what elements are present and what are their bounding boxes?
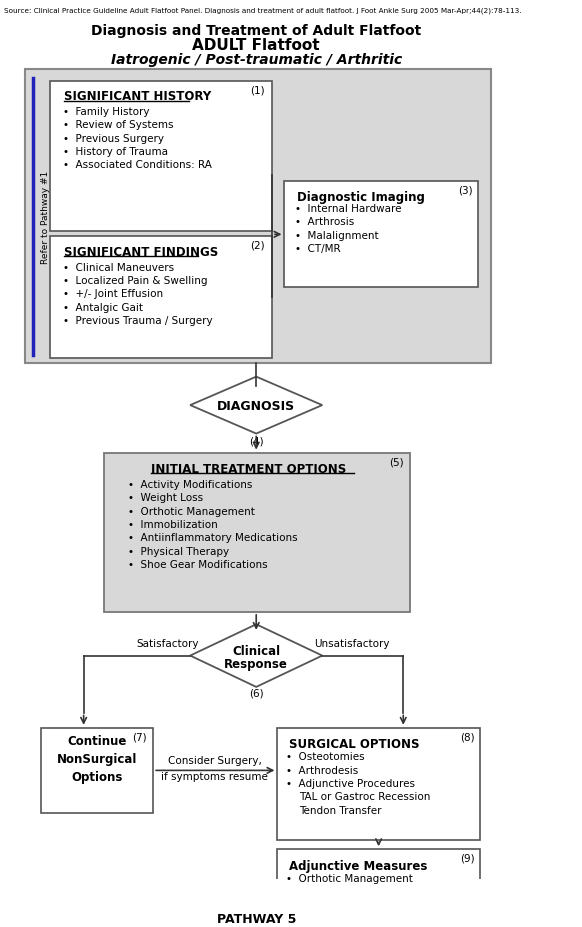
Text: •  Malalignment: • Malalignment <box>295 230 379 240</box>
Text: •  Immobilization: • Immobilization <box>127 519 218 529</box>
Text: •  Review of Systems: • Review of Systems <box>62 121 173 131</box>
Text: •  Antalgic Gait: • Antalgic Gait <box>62 302 143 312</box>
Text: •  +/- Joint Effusion: • +/- Joint Effusion <box>62 289 162 299</box>
Text: Diagnostic Imaging: Diagnostic Imaging <box>297 191 425 204</box>
Text: •  CT/MR: • CT/MR <box>295 244 340 254</box>
Text: •  Internal Hardware: • Internal Hardware <box>295 204 402 214</box>
Text: Continue
NonSurgical
Options: Continue NonSurgical Options <box>56 734 137 782</box>
Text: Response: Response <box>224 657 288 670</box>
Text: •  Orthotic Management: • Orthotic Management <box>127 506 254 516</box>
Text: Consider Surgery,: Consider Surgery, <box>168 755 262 765</box>
Text: •  Associated Conditions: RA: • Associated Conditions: RA <box>62 160 211 171</box>
Text: INITIAL TREATMENT OPTIONS: INITIAL TREATMENT OPTIONS <box>151 463 347 476</box>
Text: SIGNIFICANT HISTORY: SIGNIFICANT HISTORY <box>64 90 211 103</box>
Text: •  Previous Trauma / Surgery: • Previous Trauma / Surgery <box>62 315 212 325</box>
Text: (3): (3) <box>458 185 473 196</box>
Bar <box>278 849 480 903</box>
Text: if symptoms resume: if symptoms resume <box>161 771 268 781</box>
Text: Satisfactory: Satisfactory <box>136 639 198 648</box>
Bar <box>50 82 272 231</box>
Text: •  Antiinflammatory Medications: • Antiinflammatory Medications <box>127 533 297 542</box>
Text: (8): (8) <box>460 731 474 742</box>
Text: ADULT Flatfoot: ADULT Flatfoot <box>193 38 320 53</box>
Bar <box>278 728 480 840</box>
Text: •  Orthotic Management: • Orthotic Management <box>286 873 413 883</box>
Text: •  Clinical Maneuvers: • Clinical Maneuvers <box>62 262 173 273</box>
Text: Tendon Transfer: Tendon Transfer <box>299 805 382 815</box>
Text: •  Arthrodesis: • Arthrodesis <box>286 765 359 775</box>
Text: •  Family History: • Family History <box>62 108 149 117</box>
Bar <box>104 453 410 612</box>
Text: (9): (9) <box>460 853 474 863</box>
Text: •  Localized Pain & Swelling: • Localized Pain & Swelling <box>62 276 207 286</box>
Bar <box>285 182 478 288</box>
Text: TAL or Gastroc Recession: TAL or Gastroc Recession <box>299 792 431 802</box>
Text: •  Arthrosis: • Arthrosis <box>295 217 354 227</box>
Text: •  Adjunctive Procedures: • Adjunctive Procedures <box>286 778 415 788</box>
Text: •  Activity Modifications: • Activity Modifications <box>127 479 252 489</box>
Text: •  History of Trauma: • History of Trauma <box>62 146 168 157</box>
Bar <box>24 70 491 364</box>
Bar <box>41 728 153 813</box>
Text: Diagnosis and Treatment of Adult Flatfoot: Diagnosis and Treatment of Adult Flatfoo… <box>91 24 421 38</box>
Polygon shape <box>190 377 322 434</box>
Text: Unsatisfactory: Unsatisfactory <box>314 639 390 648</box>
Text: SURGICAL OPTIONS: SURGICAL OPTIONS <box>289 737 419 750</box>
Text: Refer to Pathway #1: Refer to Pathway #1 <box>41 171 49 263</box>
Text: Adjunctive Measures: Adjunctive Measures <box>289 858 427 871</box>
Text: (4): (4) <box>249 436 264 446</box>
Polygon shape <box>190 625 322 687</box>
Text: Iatrogenic / Post-traumatic / Arthritic: Iatrogenic / Post-traumatic / Arthritic <box>111 53 402 67</box>
Text: SIGNIFICANT FINDINGS: SIGNIFICANT FINDINGS <box>64 246 218 259</box>
Text: Source: Clinical Practice Guideline Adult Flatfoot Panel. Diagnosis and treatmen: Source: Clinical Practice Guideline Adul… <box>3 7 521 14</box>
Text: Clinical: Clinical <box>232 644 281 657</box>
Text: •  Physical Therapy: • Physical Therapy <box>127 546 229 556</box>
Text: DIAGNOSIS: DIAGNOSIS <box>217 400 295 413</box>
Text: (7): (7) <box>133 731 147 742</box>
Text: (1): (1) <box>250 85 265 95</box>
Text: (6): (6) <box>249 688 264 698</box>
Text: PATHWAY 5: PATHWAY 5 <box>217 912 296 925</box>
Bar <box>50 237 272 358</box>
Text: (2): (2) <box>250 241 265 250</box>
Text: •  Shoe Gear Modifications: • Shoe Gear Modifications <box>127 559 267 569</box>
Text: (5): (5) <box>389 457 404 467</box>
Text: •  Weight Loss: • Weight Loss <box>127 493 203 502</box>
Text: •  Osteotomies: • Osteotomies <box>286 752 365 762</box>
Text: •  Previous Surgery: • Previous Surgery <box>62 133 164 144</box>
